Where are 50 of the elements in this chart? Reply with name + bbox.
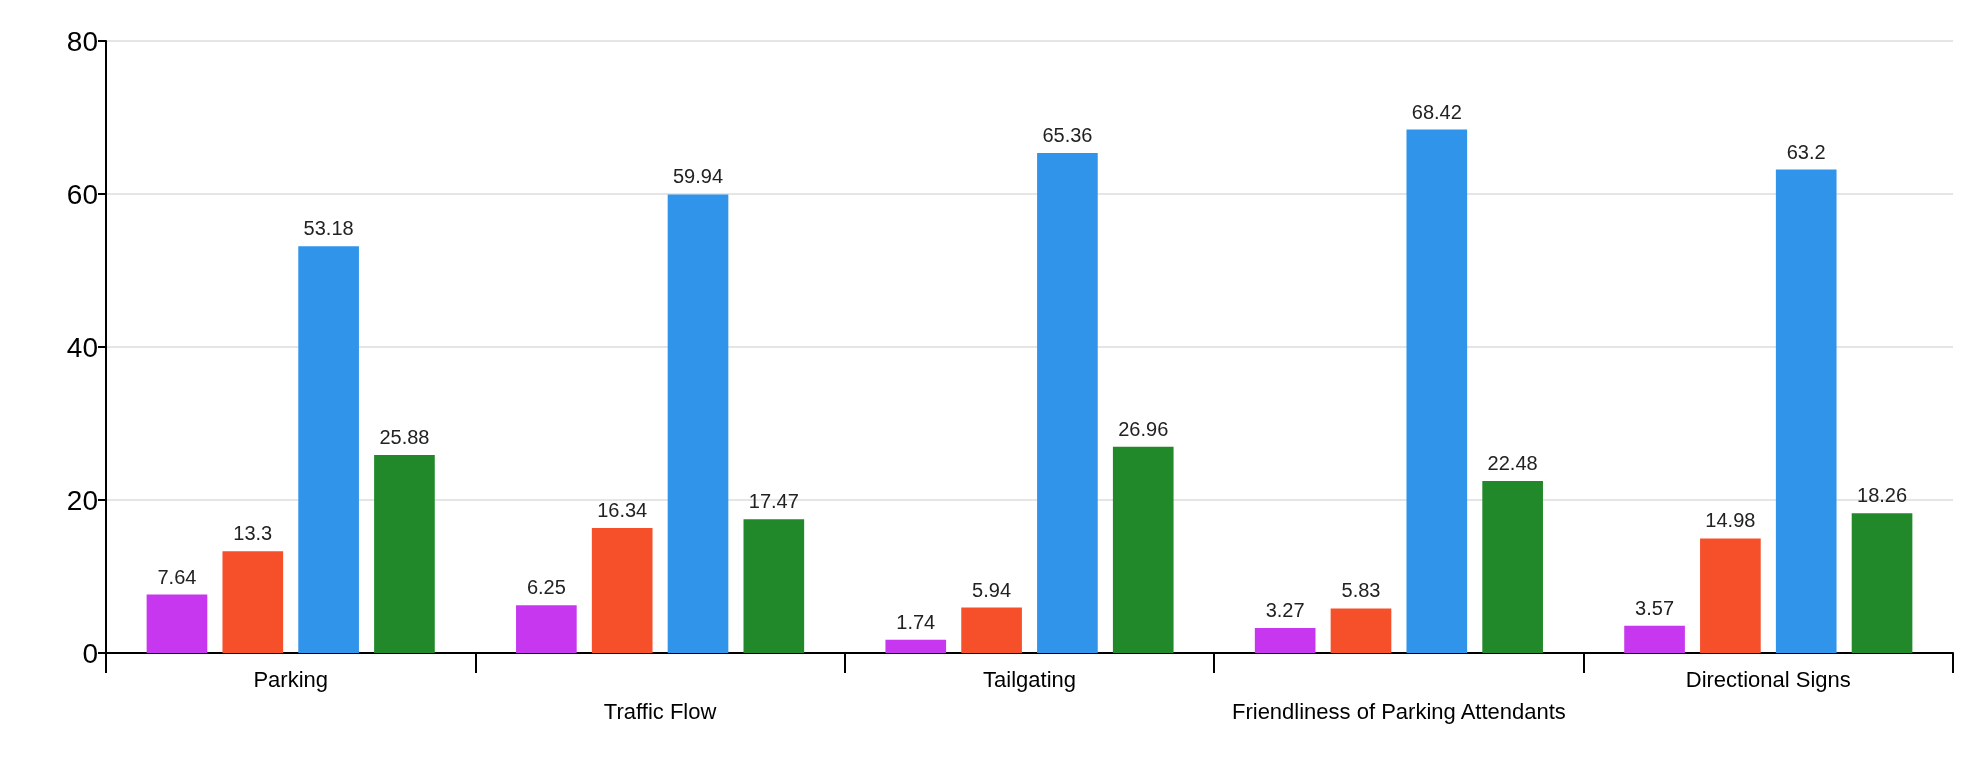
data-label: 65.36: [1042, 124, 1093, 146]
bar: [1851, 513, 1913, 653]
bar: [1037, 153, 1098, 653]
data-label: 6.25: [526, 576, 566, 599]
bar: [1482, 481, 1543, 653]
data-label: 63.2: [1786, 140, 1826, 163]
data-label: 5.94: [972, 578, 1012, 601]
bar: [516, 605, 577, 653]
bar: [1330, 608, 1392, 653]
y-tick-label: 20: [66, 484, 98, 516]
data-label: 68.42: [1411, 100, 1462, 123]
bar: [743, 519, 805, 653]
data-label: 7.64: [157, 565, 197, 588]
x-tick-label: Tailgating: [983, 666, 1076, 692]
data-label: 59.94: [672, 165, 724, 188]
data-label: 22.48: [1487, 452, 1538, 475]
bar: [1254, 627, 1316, 653]
data-label: 14.98: [1705, 509, 1756, 532]
bar: [591, 528, 653, 653]
bar: [1406, 129, 1468, 653]
y-tick-label: 0: [82, 637, 98, 669]
data-label: 16.34: [597, 499, 648, 521]
data-label: 1.74: [896, 610, 936, 633]
data-label: 25.88: [379, 426, 430, 449]
data-label: 5.83: [1341, 579, 1381, 602]
bar: [374, 455, 435, 653]
x-tick-label: Directional Signs: [1685, 666, 1851, 692]
bar: [1700, 538, 1761, 653]
data-label: 3.27: [1265, 598, 1305, 621]
data-label: 18.26: [1857, 484, 1908, 507]
x-tick-label: Traffic Flow: [603, 698, 717, 724]
y-tick-label: 60: [66, 178, 98, 210]
data-label: 3.57: [1635, 596, 1675, 619]
data-label: 17.47: [748, 490, 799, 513]
bar: [1112, 446, 1174, 653]
bar: [667, 194, 729, 653]
data-label: 26.96: [1118, 417, 1169, 440]
bar: [298, 246, 359, 653]
bar: [146, 594, 208, 653]
data-label: 13.3: [233, 522, 273, 545]
data-label: 53.18: [303, 217, 354, 240]
x-tick-label: Parking: [253, 666, 328, 692]
bar: [1775, 169, 1837, 653]
y-tick-label: 80: [66, 25, 98, 57]
y-tick-label: 40: [66, 331, 98, 363]
x-tick-label: Friendliness of Parking Attendants: [1231, 698, 1566, 724]
bar: [222, 551, 284, 653]
bar: [961, 607, 1022, 653]
bar: [1624, 625, 1685, 653]
bar: [885, 639, 947, 653]
